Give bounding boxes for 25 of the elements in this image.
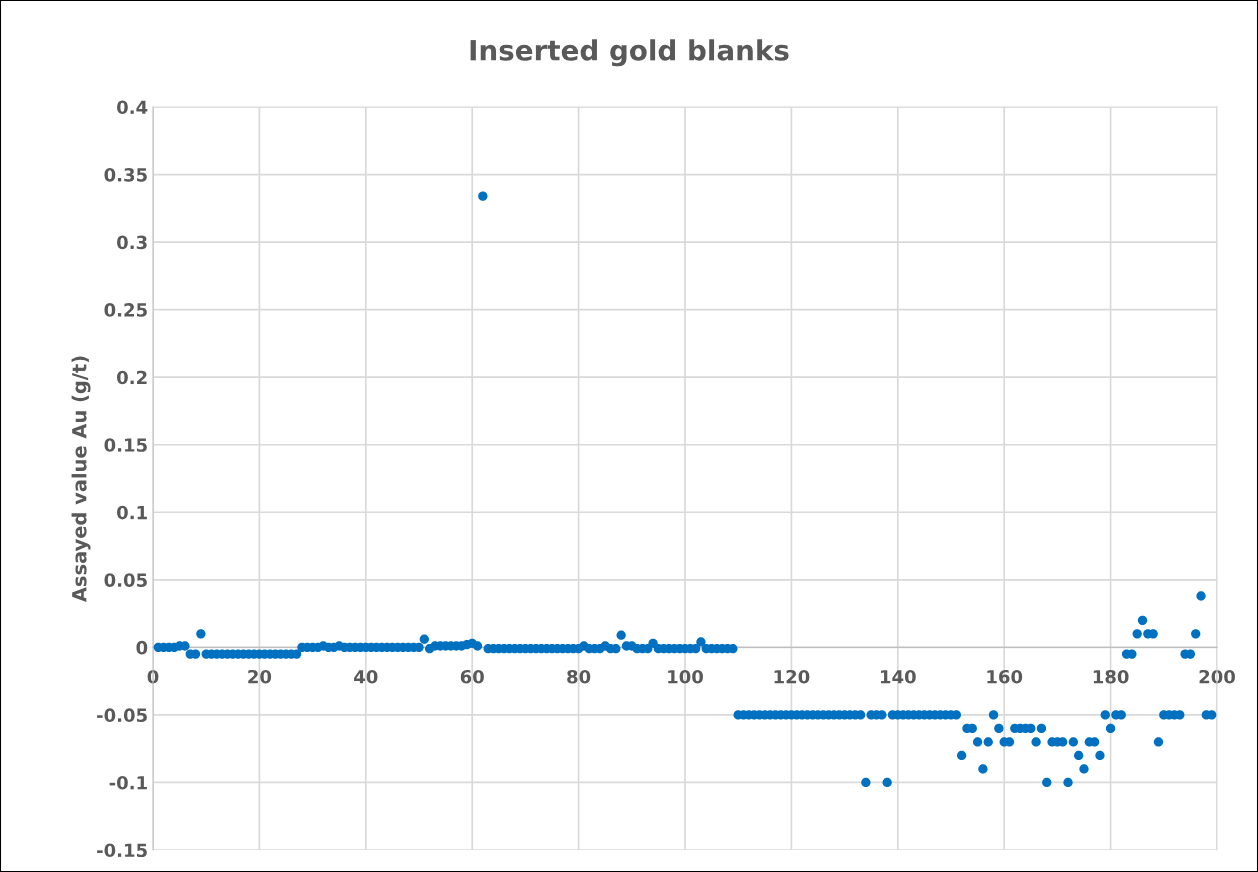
x-tick-label: 120 <box>774 669 810 684</box>
x-tick-label: 100 <box>668 669 703 684</box>
y-tick-label: 0.3 <box>117 235 147 250</box>
x-tick-label: 200 <box>1199 669 1235 684</box>
x-tick-label: 140 <box>880 669 916 684</box>
x-tick-label: 80 <box>567 669 591 684</box>
x-tick-label: 40 <box>354 669 378 684</box>
x-tick-label: 60 <box>460 669 484 684</box>
x-tick-label: 0 <box>147 669 159 684</box>
y-tick-label: -0.05 <box>97 708 147 723</box>
y-tick-label: -0.15 <box>97 843 147 858</box>
x-tick-label: 160 <box>987 669 1023 684</box>
y-tick-label: 0.4 <box>117 100 148 115</box>
y-tick-label: 0.15 <box>104 438 147 452</box>
y-tick-label: 0.2 <box>117 370 147 385</box>
chart-title: Inserted gold blanks <box>470 39 789 67</box>
y-axis-title: Assayed value Au (g/t) <box>71 356 91 603</box>
y-tick-label: 0.05 <box>104 573 147 587</box>
x-tick-label: 20 <box>248 669 272 684</box>
x-tick-label: 180 <box>1093 669 1129 684</box>
y-tick-label: 0.1 <box>117 505 147 520</box>
y-tick-label: 0 <box>136 640 148 655</box>
y-tick-label: 0.25 <box>104 303 147 317</box>
y-tick-label: -0.1 <box>109 775 147 790</box>
y-tick-label: 0.35 <box>104 168 147 182</box>
